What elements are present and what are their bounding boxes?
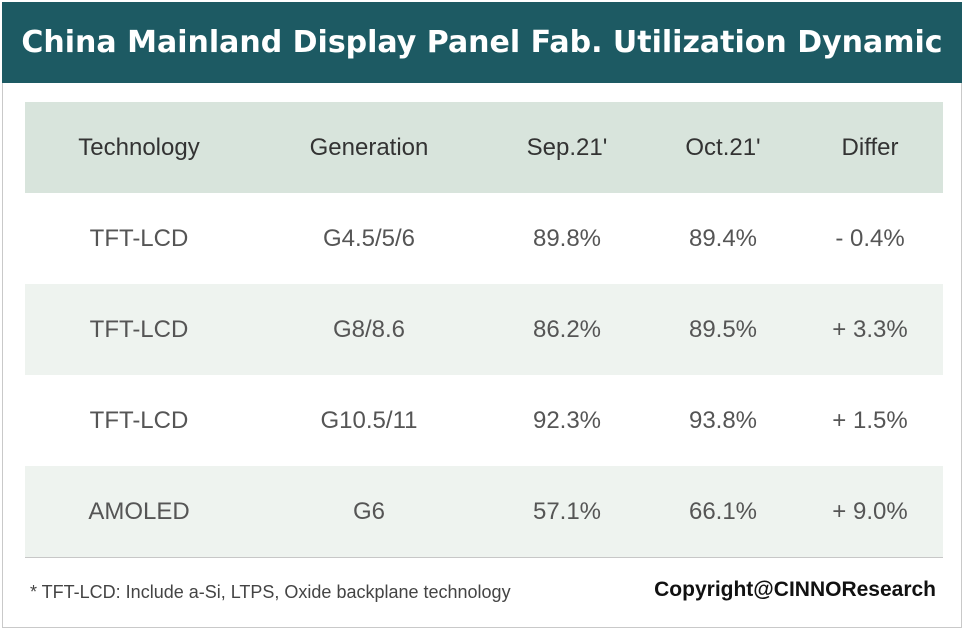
cell-technology: TFT-LCD [89, 315, 189, 343]
title-bar: China Mainland Display Panel Fab. Utiliz… [2, 2, 962, 83]
header-generation: Generation [309, 133, 429, 161]
table-header-row: Technology Generation Sep.21' Oct.21' Di… [25, 102, 943, 193]
header-differ: Differ [841, 133, 899, 161]
header-technology: Technology [78, 133, 200, 161]
cell-oct21: 93.8% [688, 406, 758, 434]
cell-sep21: 92.3% [532, 406, 602, 434]
page-title: China Mainland Display Panel Fab. Utiliz… [21, 25, 943, 60]
table-row: TFT-LCD G4.5/5/6 89.8% 89.4% - 0.4% [25, 193, 943, 284]
table-row: AMOLED G6 57.1% 66.1% + 9.0% [25, 466, 943, 557]
cell-differ: - 0.4% [835, 224, 905, 252]
cell-generation: G4.5/5/6 [322, 224, 416, 252]
copyright-notice: Copyright@CINNOResearch [654, 578, 936, 601]
cell-generation: G8/8.6 [332, 315, 406, 343]
cell-technology: TFT-LCD [89, 224, 189, 252]
cell-technology: TFT-LCD [89, 406, 189, 434]
cell-generation: G6 [352, 497, 385, 525]
cell-generation: G10.5/11 [320, 406, 418, 434]
cell-differ: + 3.3% [832, 315, 908, 343]
header-oct21: Oct.21' [685, 133, 761, 161]
footnote: * TFT-LCD: Include a-Si, LTPS, Oxide bac… [30, 582, 511, 602]
table-row: TFT-LCD G8/8.6 86.2% 89.5% + 3.3% [25, 284, 943, 375]
cell-differ: + 1.5% [832, 406, 908, 434]
cell-sep21: 89.8% [532, 224, 602, 252]
cell-differ: + 9.0% [832, 497, 908, 525]
cell-sep21: 86.2% [532, 315, 602, 343]
header-sep21: Sep.21' [526, 133, 608, 161]
cell-technology: AMOLED [88, 497, 190, 525]
cell-sep21: 57.1% [532, 497, 602, 525]
cell-oct21: 66.1% [688, 497, 758, 525]
cell-oct21: 89.4% [688, 224, 758, 252]
table-divider [25, 557, 943, 558]
utilization-table: Technology Generation Sep.21' Oct.21' Di… [25, 102, 943, 557]
table-row: TFT-LCD G10.5/11 92.3% 93.8% + 1.5% [25, 375, 943, 466]
cell-oct21: 89.5% [688, 315, 758, 343]
